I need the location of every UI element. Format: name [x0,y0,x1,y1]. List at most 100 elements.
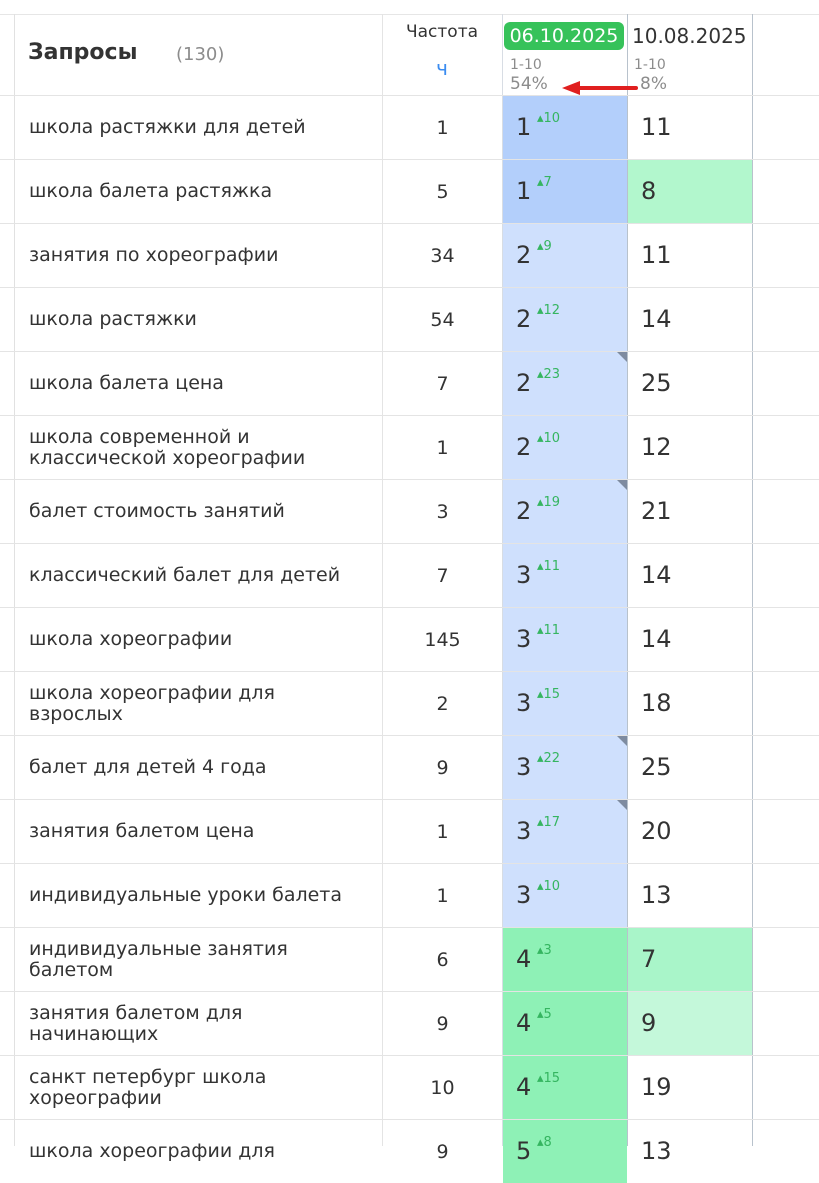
table-row[interactable]: балет для детей 4 года 9 3 ▴22 25 [0,735,819,799]
query-text[interactable]: классический балет для детей [29,564,341,586]
position-cell-previous[interactable]: 12 [628,416,752,479]
snippet-change-corner-icon[interactable] [617,800,627,810]
query-text[interactable]: школа балета растяжка [29,180,273,202]
position-cell-current[interactable]: 5 ▴8 [503,1120,627,1183]
position-cell-previous[interactable]: 11 [628,224,752,287]
delta-value: 15 [543,687,561,702]
position-cell-current[interactable]: 2 ▴12 [503,288,627,351]
query-text[interactable]: школа балета цена [29,372,224,394]
position-delta: ▴10 [537,879,561,894]
query-text[interactable]: школа растяжки [29,308,197,330]
position-cell-previous[interactable]: 14 [628,288,752,351]
frequency-column-title[interactable]: Частота [405,22,479,42]
table-row[interactable]: школа хореографии для 9 5 ▴8 13 [0,1119,819,1183]
query-text[interactable]: балет стоимость занятий [29,500,285,522]
position-delta: ▴15 [537,1071,561,1086]
table-row[interactable]: школа хореографии для взрослых 2 3 ▴15 18 [0,671,819,735]
position-cell-previous[interactable]: 21 [628,480,752,543]
table-row[interactable]: школа растяжки 54 2 ▴12 14 [0,287,819,351]
query-text[interactable]: занятия по хореографии [29,244,279,266]
column-divider [752,14,753,1146]
position-cell-previous[interactable]: 13 [628,1120,752,1183]
table-row[interactable]: школа балета растяжка 5 1 ▴7 8 [0,159,819,223]
query-text[interactable]: занятия балетом для начинающих [29,1001,243,1045]
position-delta: ▴3 [537,943,552,958]
snippet-change-corner-icon[interactable] [617,352,627,362]
snippet-change-corner-icon[interactable] [617,736,627,746]
query-frequency: 9 [436,756,449,779]
date-column-badge-current[interactable]: 06.10.2025 [504,22,624,50]
position-cell-previous[interactable]: 25 [628,352,752,415]
delta-value: 22 [543,751,561,766]
table-row[interactable]: балет стоимость занятий 3 2 ▴19 21 [0,479,819,543]
frequency-type-link[interactable]: ч [436,56,448,80]
position-cell-current[interactable]: 2 ▴23 [503,352,627,415]
position-value: 4 [516,1073,532,1101]
position-value: 7 [641,945,657,973]
position-cell-current[interactable]: 4 ▴5 [503,992,627,1055]
table-row[interactable]: школа хореографии 145 3 ▴11 14 [0,607,819,671]
position-value: 3 [516,753,532,781]
query-text[interactable]: балет для детей 4 года [29,756,267,778]
delta-value: 7 [543,175,552,190]
position-value: 14 [641,305,672,333]
table-row[interactable]: индивидуальные уроки балета 1 3 ▴10 13 [0,863,819,927]
table-row[interactable]: школа современной и классической хореогр… [0,415,819,479]
position-cell-current[interactable]: 3 ▴10 [503,864,627,927]
query-frequency: 5 [436,180,449,203]
query-text[interactable]: школа хореографии для взрослых [29,681,275,725]
position-value: 2 [516,241,532,269]
table-row[interactable]: индивидуальные занятия балетом 6 4 ▴3 7 [0,927,819,991]
position-cell-previous[interactable]: 14 [628,544,752,607]
query-frequency: 7 [436,564,449,587]
table-row[interactable]: классический балет для детей 7 3 ▴11 14 [0,543,819,607]
position-cell-current[interactable]: 3 ▴22 [503,736,627,799]
position-cell-previous[interactable]: 8 [628,160,752,223]
position-value: 2 [516,305,532,333]
position-cell-previous[interactable]: 13 [628,864,752,927]
position-cell-previous[interactable]: 7 [628,928,752,991]
position-cell-current[interactable]: 1 ▴7 [503,160,627,223]
position-delta: ▴11 [537,623,561,638]
position-cell-current[interactable]: 2 ▴10 [503,416,627,479]
position-cell-current[interactable]: 4 ▴3 [503,928,627,991]
position-cell-current[interactable]: 4 ▴15 [503,1056,627,1119]
position-cell-current[interactable]: 2 ▴19 [503,480,627,543]
query-text[interactable]: школа хореографии [29,628,233,650]
position-cell-current[interactable]: 3 ▴11 [503,608,627,671]
query-text[interactable]: индивидуальные занятия балетом [29,937,288,981]
query-frequency: 1 [436,116,449,139]
snippet-change-corner-icon[interactable] [617,480,627,490]
query-text[interactable]: санкт петербург школа хореографии [29,1065,267,1109]
query-text[interactable]: школа современной и классической хореогр… [29,425,306,469]
date-column-title-previous[interactable]: 10.08.2025 [632,24,747,48]
table-row[interactable]: занятия балетом для начинающих 9 4 ▴5 9 [0,991,819,1055]
position-cell-current[interactable]: 2 ▴9 [503,224,627,287]
position-value: 13 [641,881,672,909]
position-cell-current[interactable]: 1 ▴10 [503,96,627,159]
table-row[interactable]: занятия по хореографии 34 2 ▴9 11 [0,223,819,287]
position-cell-current[interactable]: 3 ▴11 [503,544,627,607]
query-text[interactable]: школа хореографии для [29,1140,275,1162]
query-text[interactable]: индивидуальные уроки балета [29,884,343,906]
position-cell-previous[interactable]: 25 [628,736,752,799]
queries-column-title[interactable]: Запросы [28,40,138,65]
table-row[interactable]: занятия балетом цена 1 3 ▴17 20 [0,799,819,863]
table-row[interactable]: школа растяжки для детей 1 1 ▴10 11 [0,95,819,159]
position-cell-previous[interactable]: 11 [628,96,752,159]
query-frequency: 9 [436,1012,449,1035]
position-cell-previous[interactable]: 20 [628,800,752,863]
position-cell-previous[interactable]: 14 [628,608,752,671]
position-delta: ▴22 [537,751,561,766]
position-value: 2 [516,369,532,397]
query-text[interactable]: школа растяжки для детей [29,116,306,138]
position-cell-current[interactable]: 3 ▴15 [503,672,627,735]
position-cell-previous[interactable]: 18 [628,672,752,735]
position-cell-previous[interactable]: 19 [628,1056,752,1119]
query-text[interactable]: занятия балетом цена [29,820,255,842]
table-row[interactable]: санкт петербург школа хореографии 10 4 ▴15 1… [0,1055,819,1119]
position-cell-previous[interactable]: 9 [628,992,752,1055]
table-row[interactable]: школа балета цена 7 2 ▴23 25 [0,351,819,415]
position-cell-current[interactable]: 3 ▴17 [503,800,627,863]
position-delta: ▴5 [537,1007,552,1022]
